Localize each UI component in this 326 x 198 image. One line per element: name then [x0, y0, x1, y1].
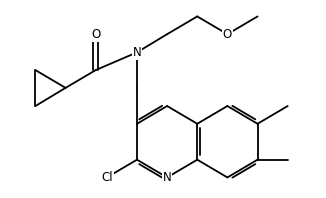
Text: O: O	[223, 28, 232, 41]
Text: N: N	[163, 171, 171, 184]
Text: Cl: Cl	[101, 171, 113, 184]
Text: N: N	[133, 46, 141, 59]
Text: O: O	[91, 28, 100, 41]
